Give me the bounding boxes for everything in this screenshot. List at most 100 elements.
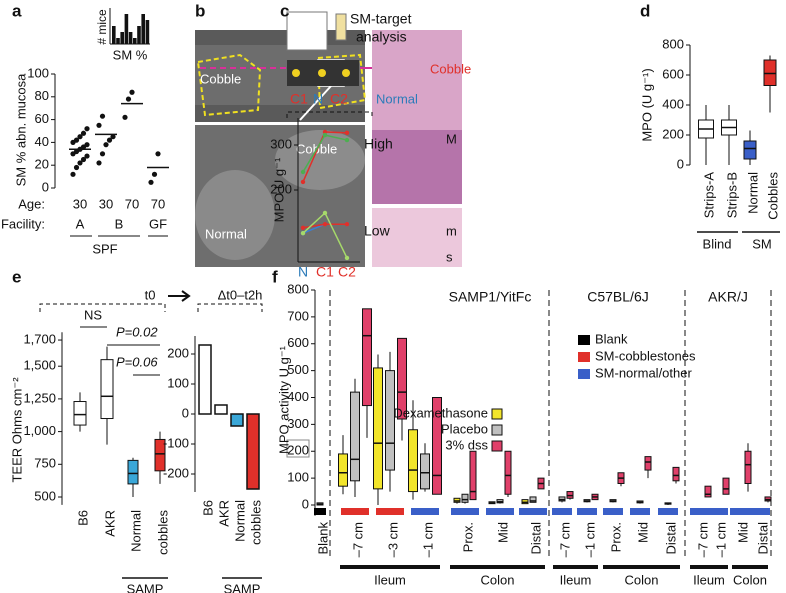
tissue-strip	[519, 508, 547, 515]
point	[300, 231, 306, 236]
tissue-label: Ileum	[374, 572, 406, 587]
cobble-outline	[316, 53, 367, 110]
y-tick-label: 600	[662, 66, 684, 81]
legend-swatch	[578, 335, 590, 345]
tissue-label: Ileum	[693, 572, 725, 587]
image-label: Cobble	[200, 71, 241, 86]
x-tick-label: B6	[75, 510, 90, 526]
tissue-strip	[658, 508, 678, 515]
panel-letter: e	[12, 267, 21, 286]
box	[338, 453, 348, 487]
box	[644, 456, 652, 471]
x-tick-label: cobbles	[248, 500, 263, 545]
y-tick-label: 800	[662, 36, 684, 51]
dot	[73, 137, 80, 143]
facility-label: B	[115, 216, 124, 231]
point	[322, 210, 328, 216]
y-tick-label: 800	[287, 281, 309, 296]
x-tick-label: AKR	[216, 500, 231, 527]
group-label: SAMP	[127, 581, 164, 593]
y-tick-label: 700	[287, 308, 309, 323]
bar	[137, 26, 141, 44]
box	[672, 466, 680, 482]
x-tick-label: Mid	[495, 522, 510, 543]
title: SM-target	[350, 11, 412, 27]
tissue-strip	[750, 508, 770, 515]
dot	[84, 153, 90, 159]
box	[704, 485, 712, 498]
x-tick-label: –1 cm	[420, 522, 435, 557]
y-axis-label: TEER Ohms cm⁻²	[9, 377, 24, 483]
cobble-outline	[196, 53, 262, 117]
box	[127, 459, 139, 485]
y-tick-label: 1,500	[23, 358, 56, 373]
x-tick-label: cobbles	[155, 510, 170, 555]
dot	[84, 126, 90, 132]
box	[743, 140, 757, 160]
tissue-strip	[577, 508, 597, 515]
dot	[148, 179, 154, 185]
y-tick-label: 300	[270, 136, 292, 151]
x-tick-label: Blank	[315, 522, 330, 555]
legend-swatch	[578, 352, 590, 362]
dot	[106, 137, 113, 143]
x-tick-label: Distal	[663, 522, 678, 555]
x-tick-label: 30	[73, 196, 87, 211]
sample-site	[342, 69, 350, 77]
bar	[128, 32, 133, 44]
panel-letter: f	[272, 267, 278, 286]
x-tick-label: Prox.	[460, 522, 475, 552]
box	[397, 337, 407, 420]
y-tick-label: 0	[677, 156, 684, 171]
box	[432, 397, 442, 495]
y-tick-label: 400	[287, 389, 309, 404]
group-label: SM	[752, 236, 772, 251]
point	[322, 222, 328, 227]
box	[469, 450, 477, 501]
x-tick-label: Distal	[528, 522, 543, 555]
y-tick-label: 1,700	[23, 331, 56, 346]
image-label: Cobble	[430, 61, 471, 76]
x-tick-label: C2	[338, 264, 356, 280]
x-tick-label: Strips-A	[701, 172, 716, 219]
x-tick-label: N	[298, 264, 308, 280]
sample-site	[318, 69, 326, 77]
tissue-strip	[708, 508, 728, 515]
legend-label: Placebo	[441, 421, 488, 436]
box	[504, 450, 512, 495]
tissue-strip	[376, 508, 404, 515]
group-label: SPF	[92, 241, 117, 256]
site-label: N	[313, 91, 323, 107]
site-label: C1	[290, 91, 308, 107]
box	[722, 477, 730, 495]
dot	[84, 142, 90, 148]
tissue-label: Colon	[625, 572, 659, 587]
y-axis-label: MPO (U g⁻¹)	[639, 68, 654, 141]
box	[154, 438, 166, 472]
x-title: Age:	[18, 196, 45, 211]
annotation: High	[364, 136, 393, 152]
tissue-strip	[451, 508, 479, 515]
tissue-label: Colon	[733, 572, 767, 587]
bracket	[197, 303, 263, 312]
dot	[77, 134, 83, 140]
x-tick-label: Mid	[635, 522, 650, 543]
y-tick-label: 100	[27, 65, 49, 80]
tissue-label: Ileum	[560, 572, 592, 587]
x-tick-label: 30	[99, 196, 113, 211]
image-label: m	[446, 223, 457, 238]
y-tick-label: 0	[42, 179, 49, 194]
facility-title: Facility:	[1, 216, 45, 231]
box	[744, 450, 752, 484]
box	[385, 370, 395, 471]
bracket	[286, 111, 373, 118]
bar	[141, 14, 145, 44]
arrow	[299, 85, 332, 121]
x-tick-label: –3 cm	[385, 522, 400, 557]
title: analysis	[356, 29, 407, 45]
highlight-box	[286, 439, 310, 458]
box	[461, 493, 469, 503]
x-tick-label: –1 cm	[582, 522, 597, 557]
tissue-strip	[411, 508, 439, 515]
sample-site	[292, 69, 300, 77]
